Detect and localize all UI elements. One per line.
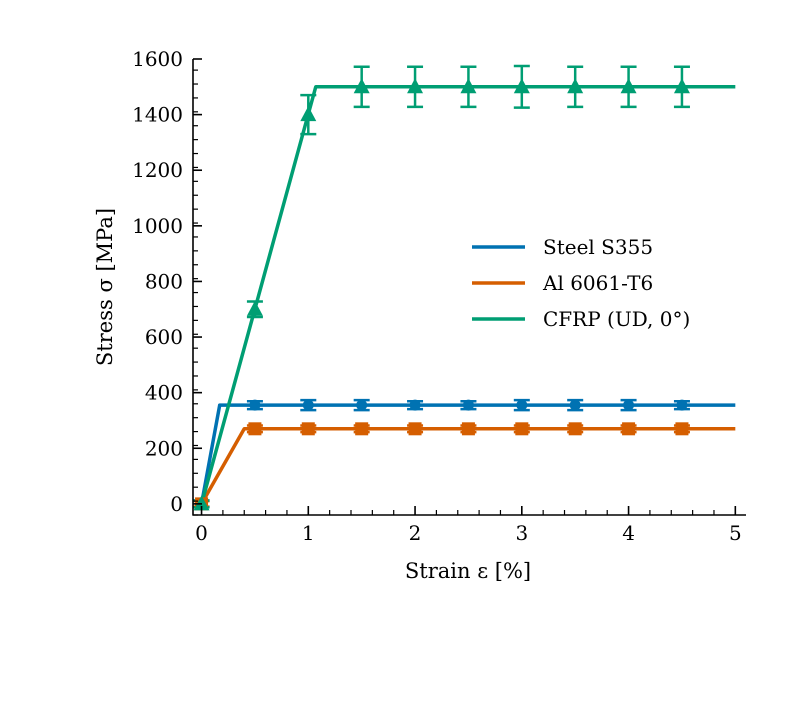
legend-label-al-6061-t6: Al 6061-T6 xyxy=(542,271,653,295)
data-point-steel-s355 xyxy=(516,399,528,411)
x-tick-label: 2 xyxy=(409,521,422,545)
data-point-cfrp-ud-0 xyxy=(513,78,530,94)
data-point-al-6061-t6 xyxy=(355,422,369,436)
data-point-al-6061-t6 xyxy=(675,422,689,436)
data-point-steel-s355 xyxy=(676,399,688,411)
data-point-steel-s355 xyxy=(356,399,368,411)
data-point-steel-s355 xyxy=(302,399,314,411)
legend-label-steel-s355: Steel S355 xyxy=(543,235,653,259)
data-point-al-6061-t6 xyxy=(622,422,636,436)
x-axis-label: Strain ε [%] xyxy=(405,559,531,583)
y-tick-label: 1200 xyxy=(132,158,183,182)
y-tick-label: 1600 xyxy=(132,47,183,71)
data-point-cfrp-ud-0 xyxy=(353,78,370,94)
legend: Steel S355 Al 6061-T6 CFRP (UD, 0°) xyxy=(472,235,690,331)
series-markers xyxy=(193,78,690,511)
x-tick-label: 5 xyxy=(729,521,742,545)
y-tick-label: 800 xyxy=(145,269,183,293)
data-point-steel-s355 xyxy=(462,399,474,411)
data-point-al-6061-t6 xyxy=(408,422,422,436)
y-axis-label: Stress σ [MPa] xyxy=(93,208,117,366)
series-line-steel-s355 xyxy=(199,403,736,505)
y-tick-label: 400 xyxy=(145,381,183,405)
x-tick-label: 4 xyxy=(622,521,635,545)
data-point-cfrp-ud-0 xyxy=(246,300,263,316)
x-tick-label: 1 xyxy=(302,521,315,545)
data-point-al-6061-t6 xyxy=(515,422,529,436)
y-tick-label: 200 xyxy=(145,436,183,460)
series-curves xyxy=(199,85,736,505)
data-point-steel-s355 xyxy=(409,399,421,411)
data-point-steel-s355 xyxy=(569,399,581,411)
data-point-steel-s355 xyxy=(249,399,261,411)
y-tick-label: 1000 xyxy=(132,214,183,238)
axes: 0 200 400 600 800 1000 1200 1400 1600 0 1 2 3 4 5 xyxy=(132,47,746,545)
y-tick-label: 0 xyxy=(170,492,183,516)
data-point-al-6061-t6 xyxy=(301,422,315,436)
data-point-al-6061-t6 xyxy=(568,422,582,436)
data-point-cfrp-ud-0 xyxy=(567,78,584,94)
data-point-cfrp-ud-0 xyxy=(193,495,210,511)
data-point-al-6061-t6 xyxy=(461,422,475,436)
series-line-cfrp-ud-0 xyxy=(199,85,736,505)
y-tick-label: 1400 xyxy=(132,103,183,127)
data-point-cfrp-ud-0 xyxy=(407,78,424,94)
x-tick-label: 0 xyxy=(195,521,208,545)
series-line-al-6061-t6 xyxy=(200,427,736,505)
x-tick-label: 3 xyxy=(515,521,528,545)
data-point-cfrp-ud-0 xyxy=(300,106,317,122)
data-point-cfrp-ud-0 xyxy=(460,78,477,94)
data-point-al-6061-t6 xyxy=(248,422,262,436)
data-point-cfrp-ud-0 xyxy=(673,78,690,94)
legend-label-cfrp-ud-0: CFRP (UD, 0°) xyxy=(543,307,690,331)
y-tick-label: 600 xyxy=(145,325,183,349)
data-point-cfrp-ud-0 xyxy=(620,78,637,94)
data-point-steel-s355 xyxy=(623,399,635,411)
